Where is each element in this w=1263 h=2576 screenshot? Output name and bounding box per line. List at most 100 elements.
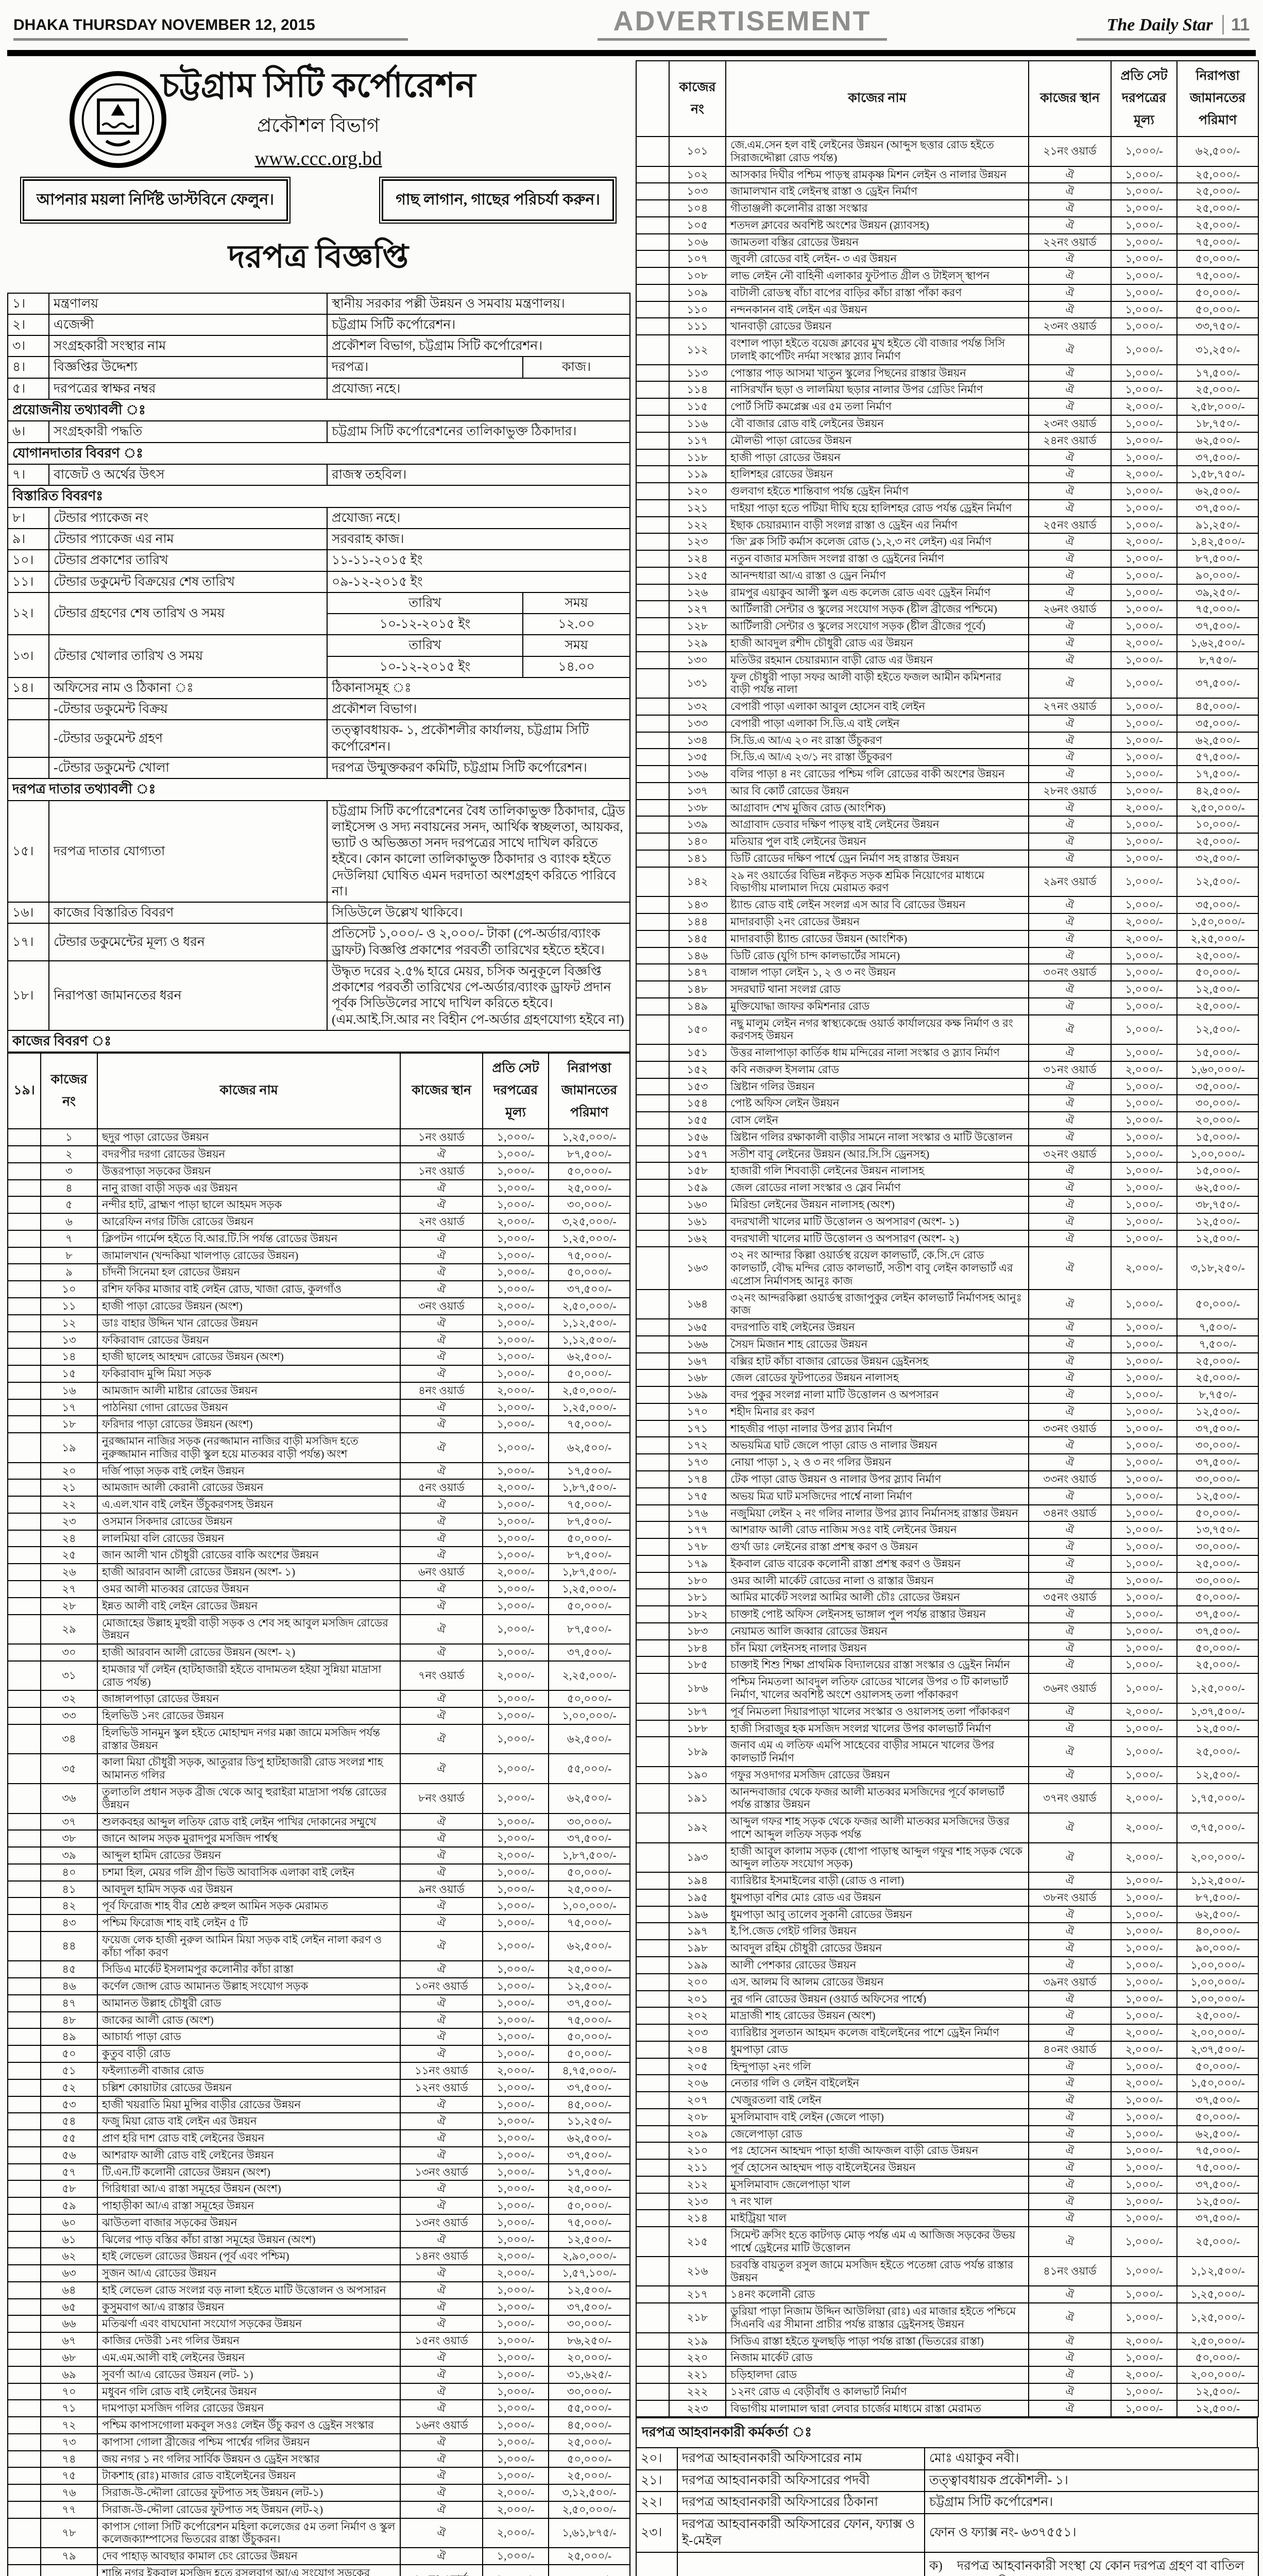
work-name: এ.এল.খান বাই লেইন উঁচুকরণসহ উন্নয়ন	[97, 1496, 401, 1514]
work-row: ১৬০ মিরিন্ডা লেইনের উন্নয়ন নালাসহ (অংশ) ঐ…	[636, 1196, 1259, 1214]
serial-cell	[636, 1436, 670, 1455]
work-place: ঐ	[1028, 216, 1112, 234]
work-row: ২৩ ওসমান সিকদার রোডের উন্নয়ন ঐ ১,০০০/- ৮৭,৫…	[7, 1512, 630, 1531]
work-name: নজুমিয়া লেইন ২ নং গলির নালার উপর স্ল্যা…	[725, 1504, 1029, 1522]
work-row: ১৬২ বদরখালী খালের মাটি উত্তোলন ও অপসারণ (…	[636, 1229, 1259, 1248]
doc-price: ১,০০০/-	[1111, 1990, 1177, 2008]
item-label: টেন্ডার প্রকাশের তারিখ	[48, 549, 328, 572]
doc-price: ১,০০০/-	[1111, 482, 1177, 500]
work-name: জামালখান বাই লেইনস্থ রাস্তা ও ড্রেইন নির…	[725, 182, 1029, 201]
work-row: ৭৪ জয় নগর ১ নং গলির সার্বিক উন্নয়ন ও ড্…	[7, 2450, 630, 2468]
work-row: ১২৭ আর্টিলারী সেন্টার ও স্কুলের সংযোগ সড়…	[636, 600, 1259, 619]
work-name: সি.ডি.এ আ/এ ২৩/১ নং রাস্তা উঁচুকরণ	[725, 748, 1029, 767]
security-deposit: ৩৫,০০০/-	[1176, 1077, 1259, 1096]
work-no: ১২২	[669, 516, 726, 534]
serial-cell	[636, 1246, 670, 1290]
work-no: ১৫০	[669, 1014, 726, 1045]
work-no: ১৬৮	[669, 1369, 726, 1387]
work-row: ৫৫ প্রাণ হরি দাশ রোড বাই লেইনের উন্নয়ন ঐ ১…	[7, 2129, 630, 2147]
doc-price: ১,০০০/-	[482, 1196, 549, 1214]
work-no: ৭৯	[40, 2547, 98, 2565]
work-name: মাদ্রাজী শাহ রোডের উন্নয়ন (অংশ)	[725, 2007, 1029, 2025]
work-row: ৪৩ পশ্চিম ফিরোজ শাহ বাই লেইন ৫ টি ঐ ১,০০০/-…	[7, 1914, 630, 1932]
work-no: ১১	[40, 1297, 98, 1315]
work-place: ঐ	[1028, 267, 1112, 285]
work-place: ৭নং ওয়ার্ড	[400, 1660, 483, 1691]
work-name: জেল রোডের নালা সংস্কার ও স্লেব নির্মাণ	[725, 1179, 1029, 1197]
security-deposit: ৩৫,০০০/-	[1176, 896, 1259, 914]
work-place: ঐ	[1028, 2366, 1112, 2384]
work-place: ঐ	[1028, 997, 1112, 1015]
work-no: ৭২	[40, 2416, 98, 2434]
security-deposit: ২,২৫,০০০/-	[1176, 929, 1259, 948]
doc-price: ১,০০০/-	[1111, 1656, 1177, 1674]
work-place: ঐ	[1028, 499, 1112, 517]
work-row: ২০৬ নেতার গলি ও লেইন বাইলেইন ঐ ২,০০০/- ১,৫০,…	[636, 2074, 1259, 2093]
info-row: ১৭। টেন্ডার ডকুমেন্টের মূল্য ও ধরন প্রতিসে…	[7, 923, 630, 961]
item-label: কাজের বিস্তারিত বিবরণ	[48, 902, 328, 924]
work-name: বোস লেইন	[725, 1111, 1029, 1129]
security-deposit: ৪৫,০০০/-	[1176, 698, 1259, 716]
serial-cell	[7, 2332, 41, 2350]
serial-cell	[636, 1077, 670, 1096]
item-number: ১৭।	[7, 923, 49, 961]
security-deposit: ২৫,০০০/-	[1176, 1736, 1259, 1767]
work-place: ১৬নং ওয়ার্ড	[400, 2416, 483, 2434]
serial-cell	[7, 1496, 41, 1514]
work-place: ঐ	[1028, 1990, 1112, 2008]
serial-cell	[636, 2175, 670, 2194]
doc-price: ১,০০০/-	[1111, 651, 1177, 669]
work-row: ৬ আরেফিন নগর টিজি রোডের উন্নয়ন ২নং ওয়ার্…	[7, 1213, 630, 1231]
work-name: ওমর আলী মাতব্বর রোডের উন্নয়ন	[97, 1580, 401, 1598]
item-label: দরপত্র আহবানকারী অফিসারের নাম	[677, 2447, 925, 2470]
work-row: ১৩৫ সি.ডি.এ আ/এ ২৩/১ নং রাস্তা উঁচুকরণ ঐ ১,…	[636, 748, 1259, 767]
doc-price: ১,০০০/-	[482, 2180, 549, 2198]
work-no: ১০৩	[669, 182, 726, 201]
work-no: ২১৩	[669, 2192, 726, 2211]
work-row: ১৯১ আনন্দবাজার থেকে ফজর আলী মাতব্বর মসজিদ…	[636, 1783, 1259, 1814]
security-deposit: ১,৫৭,১০০/-	[548, 2264, 630, 2282]
doc-price: ১,০০০/-	[482, 1512, 549, 1531]
work-row: ১২০ গুলবাগ হইতে শান্তিবাগ পর্যন্ত ড্রেইন …	[636, 482, 1259, 500]
work-place: ঐ	[400, 1863, 483, 1882]
item-number: ২২।	[636, 2491, 678, 2514]
doc-price: ১,০০০/-	[482, 2332, 549, 2350]
work-no: ১৫৪	[669, 1094, 726, 1113]
work-row: ৬৯ সুবর্ণা আ/এ রোডের উন্নয়ন (লট- ১) ঐ ১,০০…	[7, 2365, 630, 2384]
serial-cell	[7, 1432, 41, 1463]
security-deposit: ৩০,০০০/-	[548, 2315, 630, 2333]
work-no: ১৪৪	[669, 912, 726, 931]
work-name: ওমর আলী মার্কেট রোডের নালা ও রাস্তার উন্…	[725, 1571, 1029, 1590]
works-header-row: কাজের নং কাজের নাম কাজের স্থান প্রতি সেট…	[636, 60, 1259, 137]
work-place: ৩৫নং ওয়ার্ড	[1028, 1588, 1112, 1607]
work-place: ঐ	[1028, 1352, 1112, 1370]
work-place: ঐ	[400, 1196, 483, 1214]
security-deposit: ৩৭,৫০০/-	[1176, 499, 1259, 517]
doc-price: ২,০০০/-	[1111, 2366, 1177, 2384]
doc-price: ১,০০০/-	[482, 1914, 549, 1932]
work-place: ঐ	[400, 1462, 483, 1480]
work-place: ঐ	[1028, 2074, 1112, 2093]
serial-cell	[7, 2045, 41, 2063]
serial-cell	[7, 1880, 41, 1899]
work-row: ১১৪ নাসিরখাঁন ছড়া ও লালমিয়া ছড়ার নালার…	[636, 381, 1259, 399]
security-deposit: ৬২,৫০০/-	[548, 1783, 630, 1814]
work-name: জয় নগর ১ নং গলির সার্বিক উন্নয়ন ও ড্রে…	[97, 2450, 401, 2468]
serial-cell	[636, 1605, 670, 1623]
work-row: ৩৫ কালা মিয়া চৌধুরী সড়ক, আতুরার ডিপু হা…	[7, 1753, 630, 1784]
work-name: বদরপাতি বাই লেইনের উন্নয়ন	[725, 1318, 1029, 1336]
work-place: ঐ	[1028, 283, 1112, 302]
doc-price: ২,০০০/-	[1111, 1246, 1177, 1290]
work-place: ঐ	[400, 1930, 483, 1962]
item-label: দরপত্র আহবানকারী অফিসারের পদবী	[677, 2469, 925, 2493]
work-name: নতুন বাজার মসজিদ সংলগ্ন রাস্তা ও ড্রেইনে…	[725, 550, 1029, 568]
work-place: ঐ	[1028, 1212, 1112, 1231]
security-deposit: ১,০০,০০০/-	[1176, 1145, 1259, 1163]
work-name: সিমেন্ট ক্রসিং হতে কাটগড় মোড় পর্যন্ত এ…	[725, 2226, 1029, 2257]
security-deposit: ৩০,০০০/-	[1176, 1094, 1259, 1113]
security-deposit: ২,৫৮,০০০/-	[1176, 398, 1259, 416]
work-no: ৩৯	[40, 1846, 98, 1865]
work-place: ঐ	[1028, 2192, 1112, 2211]
serial-cell	[7, 2146, 41, 2164]
